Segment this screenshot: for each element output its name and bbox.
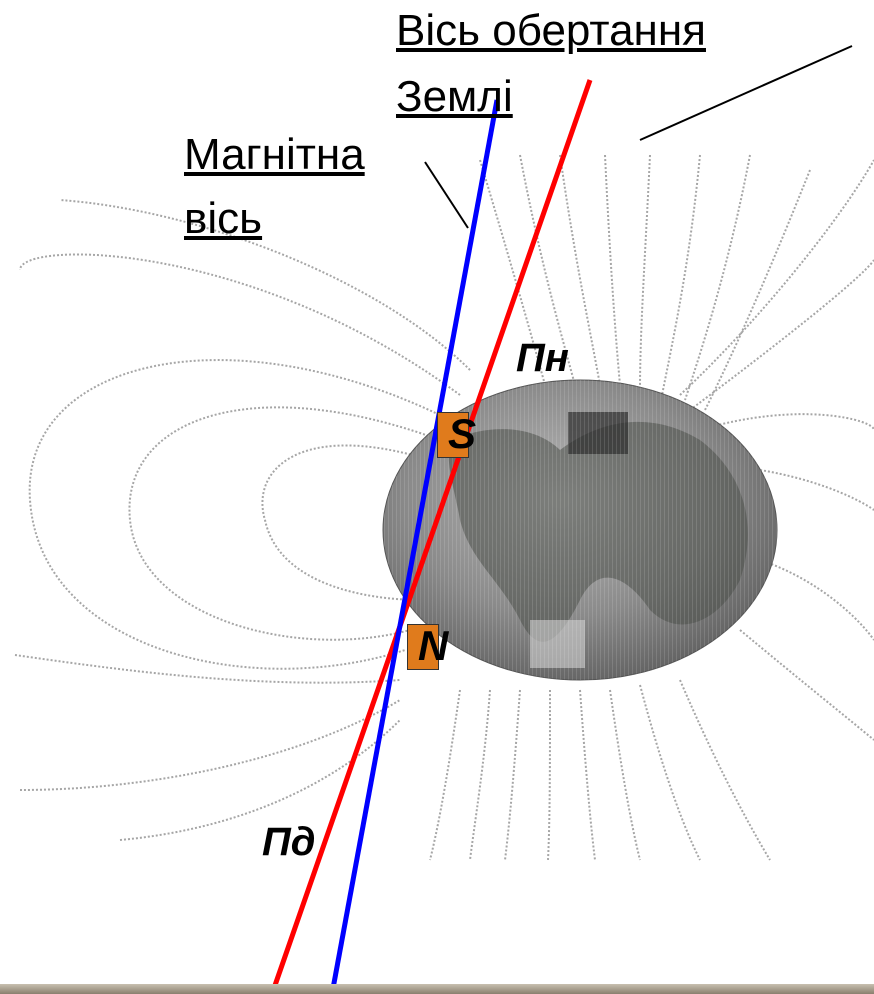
earth-axis-leader (639, 45, 853, 141)
bottom-bar (0, 984, 874, 994)
earth-axis-label-line1: Вісь обертання (396, 6, 706, 55)
field-lines (14, 154, 874, 861)
magnetic-axis-label-line1: Магнітна (184, 130, 365, 179)
magnetic-north-pole-box (407, 624, 439, 670)
magnetic-axis-label-line2: вісь (184, 194, 263, 243)
magnetic-axis-leader (424, 161, 469, 229)
geographic-south-label: Пд (262, 820, 316, 864)
earth-axis-label-line2: Землі (396, 72, 513, 121)
magnetic-north-pole-label: N (418, 622, 449, 669)
earth-rotation-axis (269, 79, 593, 994)
magnetic-axis (329, 99, 500, 994)
geographic-north-label: Пн (516, 336, 569, 380)
magnetic-south-pole-label: S (448, 410, 477, 457)
magnetic-south-pole-box (437, 412, 469, 458)
earth-globe (382, 379, 778, 681)
